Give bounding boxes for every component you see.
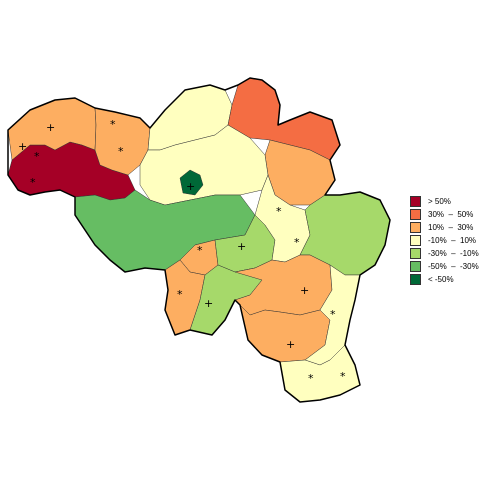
marker-plus: + [300, 284, 309, 297]
legend-swatch [410, 235, 421, 246]
legend-label: -10% – 10% [428, 236, 477, 245]
legend-swatch [410, 274, 421, 285]
marker-star: * [110, 118, 116, 131]
marker-star: * [276, 205, 282, 218]
marker-star: * [30, 176, 36, 189]
legend-swatch [410, 261, 421, 272]
marker-plus: + [237, 240, 246, 253]
legend-swatch [410, 222, 421, 233]
legend-label: 30% – 50% [428, 210, 474, 219]
legend-swatch [410, 196, 421, 207]
legend-item: > 50% [410, 196, 480, 209]
legend-swatch [410, 209, 421, 220]
legend-item: < -50% [410, 274, 480, 287]
marker-plus: + [186, 180, 195, 193]
legend-item: -30% – -10% [410, 248, 480, 261]
country-border [7, 77, 391, 403]
marker-plus: + [46, 121, 55, 134]
marker-plus: + [18, 140, 27, 153]
marker-star: * [34, 150, 40, 163]
marker-plus: + [286, 338, 295, 351]
marker-star: * [340, 370, 346, 383]
marker-star: * [118, 145, 124, 158]
legend-swatch [410, 248, 421, 259]
marker-star: * [197, 244, 203, 257]
marker-star: * [330, 308, 336, 321]
legend-label: -50% – -30% [428, 262, 479, 271]
region-brussels [179, 169, 204, 196]
legend-label: < -50% [428, 275, 454, 284]
legend-item: -50% – -30% [410, 261, 480, 274]
marker-star: * [177, 288, 183, 301]
significance-markers: + + * * * * + * * * + * + + + * * * [18, 118, 346, 385]
legend-label: 10% – 30% [428, 223, 474, 232]
marker-plus: + [204, 297, 213, 310]
legend-label: > 50% [428, 197, 451, 206]
legend-item: -10% – 10% [410, 235, 480, 248]
marker-star: * [294, 236, 300, 249]
legend: > 50% 30% – 50% 10% – 30% -10% – 10% -30% – … [410, 196, 480, 287]
legend-item: 30% – 50% [410, 209, 480, 222]
marker-star: * [308, 372, 314, 385]
legend-label: -30% – -10% [428, 249, 479, 258]
legend-item: 10% – 30% [410, 222, 480, 235]
